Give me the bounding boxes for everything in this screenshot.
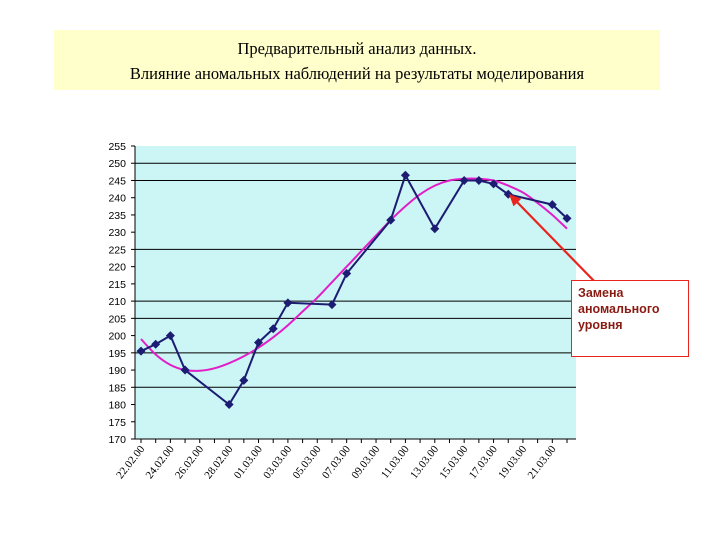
x-tick-label: 26.02.00 [173, 443, 206, 481]
annotation-arrow [515, 200, 597, 284]
data-point [562, 213, 572, 223]
y-tick-label: 250 [108, 158, 126, 170]
y-tick-label: 205 [108, 313, 126, 325]
data-point [430, 224, 440, 234]
y-tick-label: 235 [108, 210, 126, 222]
y-tick-label: 170 [108, 434, 126, 446]
data-point [342, 269, 352, 279]
x-ticks: 22.02.0024.02.0026.02.0028.02.0001.03.00… [114, 439, 568, 481]
annotation-arrow-head [509, 194, 522, 207]
x-tick-label: 11.03.00 [379, 443, 412, 481]
annotation-text: Замена аномального уровня [578, 286, 660, 332]
x-tick-label: 21.03.00 [526, 443, 559, 481]
y-tick-label: 185 [108, 382, 126, 394]
data-point [254, 337, 264, 347]
data-point [180, 365, 190, 375]
x-tick-label: 24.02.00 [144, 443, 177, 481]
x-tick-label: 28.02.00 [202, 443, 235, 481]
data-point [268, 324, 278, 334]
data-markers [136, 170, 572, 410]
x-tick-label: 03.03.00 [261, 443, 294, 481]
data-point [474, 175, 484, 185]
y-tick-label: 255 [108, 141, 126, 153]
x-tick-label: 09.03.00 [349, 443, 382, 481]
data-point [489, 179, 499, 189]
x-tick-label: 15.03.00 [437, 443, 470, 481]
gridlines [135, 162, 576, 388]
y-tick-label: 225 [108, 244, 126, 256]
data-point [151, 339, 161, 349]
data-point [283, 298, 293, 308]
y-tick-label: 195 [108, 348, 126, 360]
x-tick-label: 17.03.00 [467, 443, 500, 481]
x-tick-label: 22.02.00 [114, 443, 147, 481]
x-tick-label: 19.03.00 [496, 443, 529, 481]
data-point [547, 200, 557, 210]
y-tick-label: 230 [108, 227, 126, 239]
y-tick-label: 175 [108, 417, 126, 429]
y-tick-label: 220 [108, 262, 126, 274]
data-point [224, 400, 234, 410]
title-banner: Предварительный анализ данных. Влияние а… [54, 30, 660, 90]
y-ticks: 170 175 180 185 190 195 200 205 210 215 220 225 230 2… [108, 141, 135, 446]
x-tick-label: 13.03.00 [408, 443, 441, 481]
title-line-1: Предварительный анализ данных. [237, 39, 477, 58]
title-line-2: Влияние аномальных наблюдений на результ… [129, 64, 585, 83]
plot-area [135, 146, 576, 439]
y-tick-label: 240 [108, 193, 126, 205]
x-tick-label: 01.03.00 [232, 443, 265, 481]
y-tick-label: 215 [108, 279, 126, 291]
y-tick-label: 245 [108, 175, 126, 187]
y-tick-label: 200 [108, 331, 126, 343]
data-point [165, 331, 175, 341]
y-tick-label: 210 [108, 296, 126, 308]
y-tick-label: 180 [108, 400, 126, 412]
data-point [239, 375, 249, 385]
data-point [386, 215, 396, 225]
y-tick-label: 190 [108, 365, 126, 377]
x-tick-label: 07.03.00 [320, 443, 353, 481]
data-point [400, 170, 410, 180]
x-tick-label: 05.03.00 [290, 443, 323, 481]
data-point [459, 175, 469, 185]
data-point [327, 300, 337, 310]
data-point [136, 346, 146, 356]
annotation-box: Замена аномального уровня [571, 280, 689, 357]
